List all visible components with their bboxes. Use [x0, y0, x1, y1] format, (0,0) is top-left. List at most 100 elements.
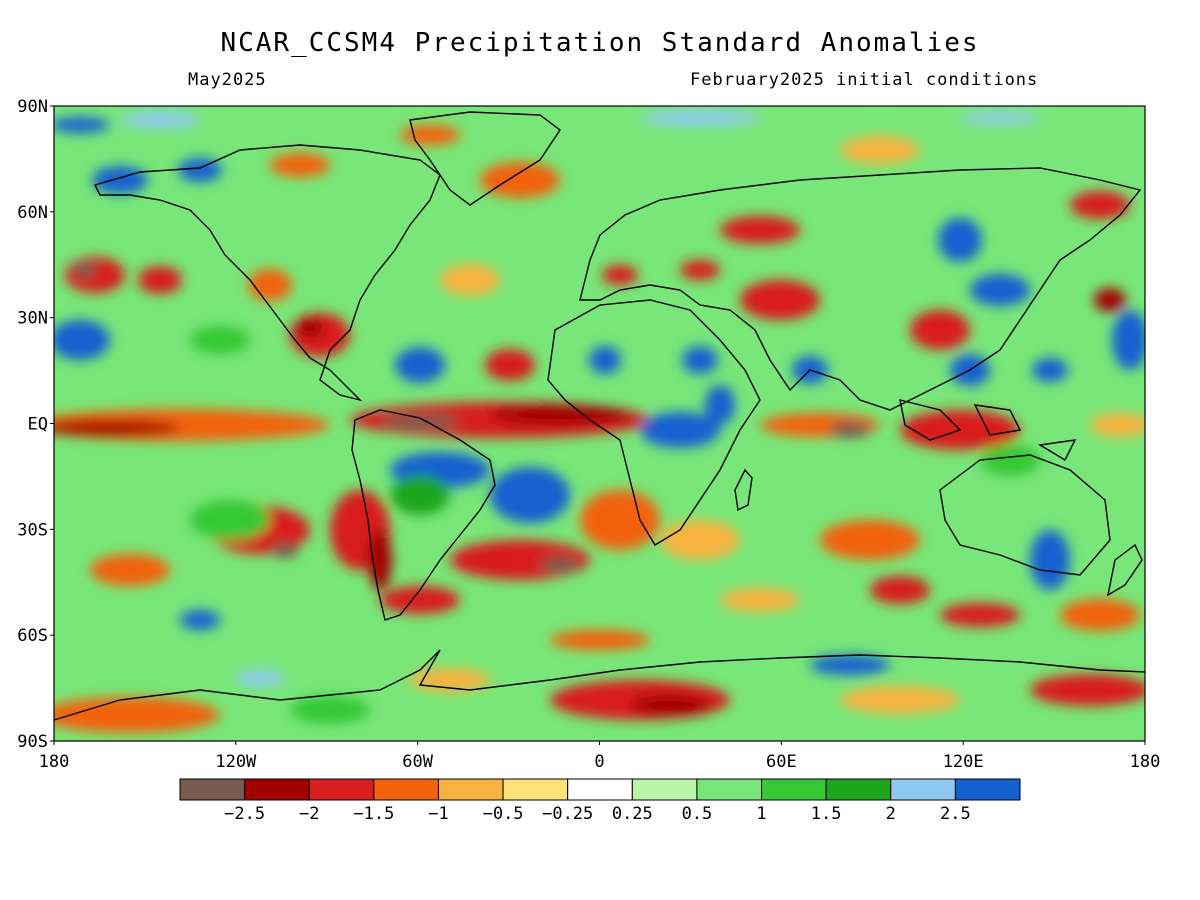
anomaly-region-dry [380, 586, 460, 614]
colorbar-swatch [308, 778, 375, 801]
anomaly-region-dry [138, 266, 182, 294]
x-tick-label: 120E [943, 752, 984, 772]
anomaly-region-dry [740, 280, 820, 320]
coastline-africa [547, 299, 761, 546]
colorbar-label: −2.5 [224, 804, 265, 824]
anomaly-region-dry-strong [296, 318, 324, 338]
anomaly-region-dry-strong [630, 695, 710, 715]
colorbar-swatch [437, 778, 504, 801]
x-tick-label: 60W [402, 752, 433, 772]
anomaly-region-dry-strong [54, 420, 180, 436]
anomaly-region-wet-extreme [640, 412, 720, 448]
anomaly-region-dry-extreme [380, 414, 460, 430]
colorbar-swatch [373, 778, 439, 801]
x-tick-label: 120W [215, 752, 257, 772]
colorbar-label: −1 [428, 804, 448, 824]
forecast-month: May2025 [188, 70, 267, 90]
colorbar-swatch [696, 778, 763, 801]
anomaly-region-dry-light [660, 520, 740, 560]
anomaly-region-wet-strong [960, 112, 1040, 124]
anomaly-field [54, 110, 1145, 733]
anomaly-region-dry [290, 313, 350, 357]
anomaly-region-dry-moderate [400, 125, 460, 145]
colorbar-swatch [502, 778, 569, 801]
anomaly-region-wet-extreme [178, 158, 222, 182]
colorbar-swatch [179, 778, 246, 801]
anomaly-region-wet-extreme [970, 274, 1030, 306]
y-tick-label: 30S [17, 520, 48, 540]
anomaly-region-dry [65, 257, 125, 293]
anomaly-region-wet-extreme [92, 166, 148, 194]
coastline-south-america [351, 409, 496, 621]
anomaly-region-dry [720, 216, 800, 244]
anomaly-region-wet-extreme [54, 117, 110, 133]
anomaly-region-dry-extreme [830, 422, 870, 438]
colorbar-swatch [890, 778, 956, 801]
anomaly-region-dry [485, 349, 535, 381]
anomaly-region-wet-extreme [938, 218, 982, 262]
anomaly-region-dry-light [720, 588, 800, 612]
anomaly-region-wet-moderate [190, 500, 270, 540]
anomaly-region-dry-moderate [580, 490, 660, 550]
map-title: NCAR_CCSM4 Precipitation Standard Anomal… [220, 28, 980, 58]
x-tick-label: 60E [766, 752, 797, 772]
anomaly-region-wet-extreme [490, 467, 570, 523]
anomaly-region-wet-extreme [1032, 358, 1068, 382]
anomaly-region-dry-strong [490, 405, 630, 425]
anomaly-region-dry [870, 576, 930, 604]
y-tick-label: 30N [17, 309, 48, 329]
anomaly-region-dry-moderate [54, 697, 220, 733]
anomaly-region-wet-extreme [589, 346, 621, 374]
anomaly-region-dry-moderate [550, 630, 650, 650]
anomaly-region-dry-light [840, 136, 920, 164]
anomaly-region-dry-moderate [820, 520, 920, 560]
x-axis: 180 120W 60W 0 60E 120E 180 [39, 741, 1161, 772]
x-tick-label: 180 [1130, 752, 1161, 772]
colorbar-label: −2 [299, 804, 319, 824]
x-tick-label: 180 [39, 752, 70, 772]
colorbar-swatch [954, 778, 1021, 801]
anomaly-region-wet-strong [120, 112, 200, 128]
plot-area [53, 105, 1146, 742]
anomaly-region-wet-extreme [395, 347, 445, 383]
colorbar-label: −0.25 [542, 804, 593, 824]
anomaly-region-wet-strong [235, 670, 285, 686]
anomaly-region-dry-moderate [480, 162, 560, 198]
initial-conditions: February2025 initial conditions [690, 70, 1039, 90]
colorbar-swatch [631, 778, 698, 801]
anomaly-region-wet [390, 475, 450, 515]
x-tick-label: 0 [594, 752, 604, 772]
anomaly-region-dry-light [1090, 413, 1145, 437]
colorbar-label: −0.5 [483, 804, 524, 824]
y-tick-label: 60N [17, 203, 48, 223]
anomaly-region-wet-extreme [180, 610, 220, 630]
anomaly-region-wet-extreme [1112, 310, 1145, 370]
colorbar: −2.5 −2 −1.5 −1 −0.5 −0.25 0.25 0.5 1 1.5 2 2.5 [179, 778, 1021, 824]
colorbar-swatch [825, 778, 892, 801]
colorbar-label: 0.25 [612, 804, 653, 824]
anomaly-region-dry [940, 603, 1020, 627]
coastline-australia [939, 454, 1111, 576]
anomaly-region-wet-extreme [1030, 530, 1070, 590]
anomaly-region-wet-extreme [682, 346, 718, 374]
anomaly-region-dry [1070, 191, 1130, 219]
colorbar-label: 2 [886, 804, 896, 824]
y-tick-label: 60S [17, 626, 48, 646]
anomaly-region-wet-moderate [190, 326, 250, 354]
colorbar-label: 2.5 [940, 804, 971, 824]
anomaly-region-dry [910, 310, 970, 350]
coastline-madagascar [734, 468, 753, 512]
colorbar-label: −1.5 [353, 804, 394, 824]
coastline-greenland [409, 111, 561, 206]
anomaly-region-dry-extreme [540, 557, 580, 573]
anomaly-region-dry-moderate [90, 554, 170, 586]
anomaly-region-wet-moderate [290, 696, 370, 724]
y-tick-label: EQ [28, 415, 48, 435]
anomaly-region-dry-light [840, 686, 960, 714]
anomaly-region-dry-moderate [1060, 599, 1140, 631]
colorbar-label: 1.5 [811, 804, 842, 824]
anomaly-region-dry-extreme [271, 542, 299, 558]
coastline-maritime [899, 399, 1077, 461]
anomaly-region-wet-extreme [810, 655, 890, 675]
